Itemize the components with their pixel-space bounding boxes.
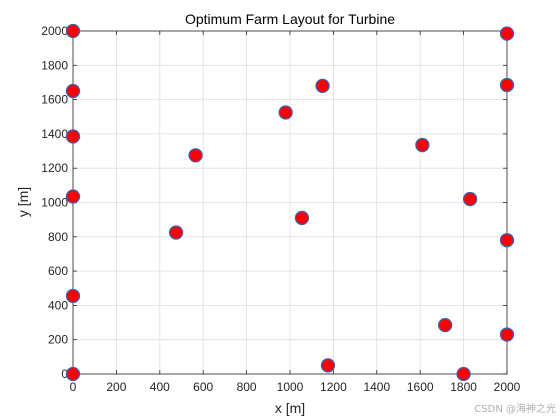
axis-ticks: 0 200 400 600 800 1000 1200 1400 1600 1800 2000 0 20… <box>41 24 520 394</box>
watermark-text: CSDN @海神之光 <box>474 402 556 415</box>
x-tick-label: 0 <box>70 380 77 394</box>
x-axis-label: x [m] <box>275 400 305 416</box>
data-points <box>65 23 515 382</box>
y-tick-label: 600 <box>48 264 68 278</box>
y-axis-label: y [m] <box>15 187 31 217</box>
y-tick-label: 1400 <box>41 127 68 141</box>
y-tick-label: 800 <box>48 230 68 244</box>
x-tick-label: 400 <box>150 380 170 394</box>
turbine-point <box>499 327 515 342</box>
turbine-point <box>315 78 330 94</box>
turbine-point <box>65 23 81 39</box>
y-tick-label: 200 <box>48 333 68 347</box>
x-tick-label: 600 <box>193 380 213 394</box>
x-tick-label: 1400 <box>363 380 390 394</box>
turbine-point <box>65 129 81 144</box>
y-tick-label: 1600 <box>41 93 68 107</box>
x-tick-label: 1000 <box>277 380 304 394</box>
turbine-point <box>278 105 293 120</box>
turbine-point <box>438 317 453 333</box>
y-tick-label: 400 <box>48 298 68 312</box>
turbine-point <box>320 358 336 373</box>
x-tick-label: 800 <box>237 380 257 394</box>
turbine-point <box>65 288 81 304</box>
x-tick-label: 2000 <box>494 380 521 394</box>
turbine-point <box>65 83 81 99</box>
y-tick-label: 2000 <box>41 24 68 38</box>
turbine-point <box>462 191 478 207</box>
y-tick-label: 0 <box>61 367 68 381</box>
turbine-point <box>499 77 515 93</box>
x-tick-label: 1600 <box>407 380 434 394</box>
turbine-point <box>456 366 471 382</box>
turbine-point <box>294 210 310 226</box>
y-tick-label: 1800 <box>41 58 68 72</box>
turbine-point <box>499 26 515 41</box>
turbine-point <box>415 137 430 153</box>
turbine-point <box>499 233 515 248</box>
turbine-point <box>188 148 203 163</box>
y-tick-label: 1000 <box>41 196 68 210</box>
y-tick-label: 1200 <box>41 161 68 175</box>
chart-title: Optimum Farm Layout for Turbine <box>185 11 395 27</box>
x-tick-label: 1200 <box>320 380 347 394</box>
x-tick-label: 200 <box>106 380 126 394</box>
turbine-point <box>65 366 81 382</box>
turbine-point <box>168 225 184 240</box>
turbine-point <box>65 189 81 204</box>
x-tick-label: 1800 <box>450 380 477 394</box>
